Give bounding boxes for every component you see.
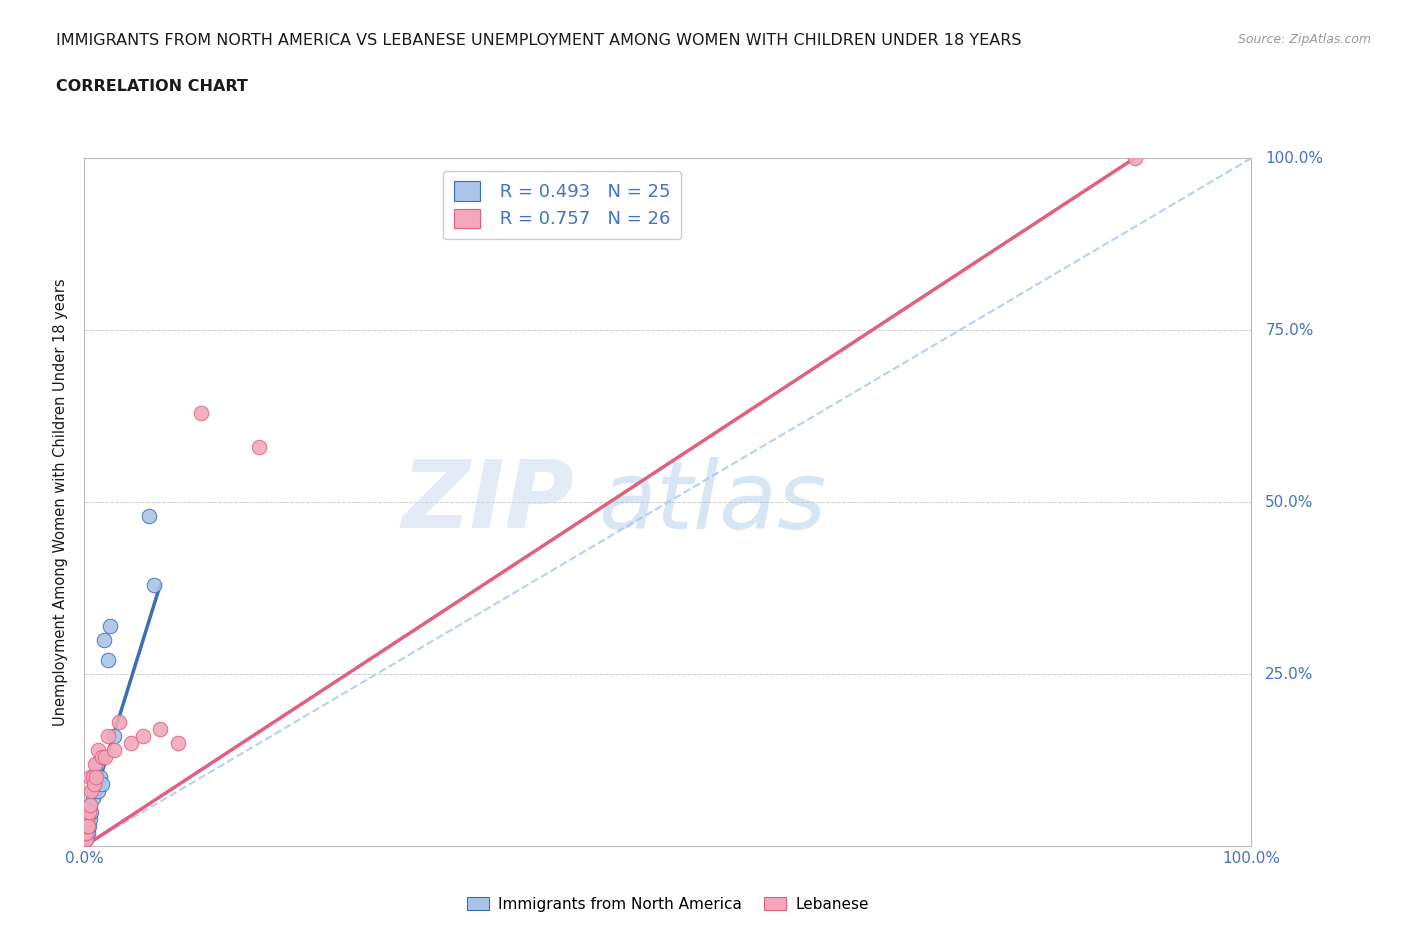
Point	[98, 618, 121, 633]
Point	[76, 811, 98, 826]
Point	[76, 818, 98, 833]
Point	[86, 756, 108, 771]
Point	[80, 804, 103, 819]
Point	[94, 750, 117, 764]
Point	[83, 777, 105, 791]
Text: 50.0%: 50.0%	[1265, 495, 1313, 510]
Point	[77, 818, 100, 833]
Point	[87, 784, 110, 799]
Point	[79, 798, 101, 813]
Point	[190, 405, 212, 420]
Point	[79, 798, 101, 813]
Point	[103, 742, 125, 757]
Point	[80, 784, 103, 799]
Point	[84, 770, 107, 785]
Point	[149, 722, 172, 737]
Point	[97, 653, 120, 668]
Text: IMMIGRANTS FROM NORTH AMERICA VS LEBANESE UNEMPLOYMENT AMONG WOMEN WITH CHILDREN: IMMIGRANTS FROM NORTH AMERICA VS LEBANES…	[56, 33, 1022, 47]
Point	[90, 777, 112, 791]
Text: 100.0%: 100.0%	[1265, 151, 1323, 166]
Point	[77, 804, 100, 819]
Legend: Immigrants from North America, Lebanese: Immigrants from North America, Lebanese	[461, 890, 875, 918]
Point	[166, 736, 188, 751]
Point	[76, 825, 98, 840]
Point	[132, 729, 155, 744]
Point	[120, 736, 142, 751]
Point	[138, 509, 160, 524]
Text: atlas: atlas	[598, 457, 827, 548]
Point	[108, 715, 131, 730]
Point	[90, 750, 112, 764]
Point	[143, 578, 166, 592]
Point	[75, 832, 97, 847]
Point	[97, 729, 120, 744]
Point	[76, 811, 98, 826]
Point	[89, 770, 111, 785]
Point	[79, 811, 101, 826]
Point	[82, 770, 104, 785]
Point	[76, 825, 98, 840]
Point	[83, 770, 105, 785]
Point	[247, 440, 270, 455]
Point	[1123, 151, 1146, 166]
Point	[82, 790, 104, 805]
Y-axis label: Unemployment Among Women with Children Under 18 years: Unemployment Among Women with Children U…	[53, 278, 69, 726]
Legend:  R = 0.493   N = 25,  R = 0.757   N = 26: R = 0.493 N = 25, R = 0.757 N = 26	[443, 170, 682, 239]
Text: CORRELATION CHART: CORRELATION CHART	[56, 79, 247, 94]
Point	[76, 818, 98, 833]
Point	[75, 832, 97, 847]
Point	[82, 770, 104, 785]
Text: Source: ZipAtlas.com: Source: ZipAtlas.com	[1237, 33, 1371, 46]
Point	[75, 825, 97, 840]
Point	[83, 756, 105, 771]
Text: 25.0%: 25.0%	[1265, 667, 1313, 682]
Point	[76, 818, 98, 833]
Text: ZIP: ZIP	[402, 457, 575, 548]
Point	[103, 729, 125, 744]
Point	[93, 632, 115, 647]
Point	[79, 770, 101, 785]
Text: 75.0%: 75.0%	[1265, 323, 1313, 338]
Point	[77, 804, 100, 819]
Point	[87, 742, 110, 757]
Point	[84, 777, 107, 791]
Point	[83, 784, 105, 799]
